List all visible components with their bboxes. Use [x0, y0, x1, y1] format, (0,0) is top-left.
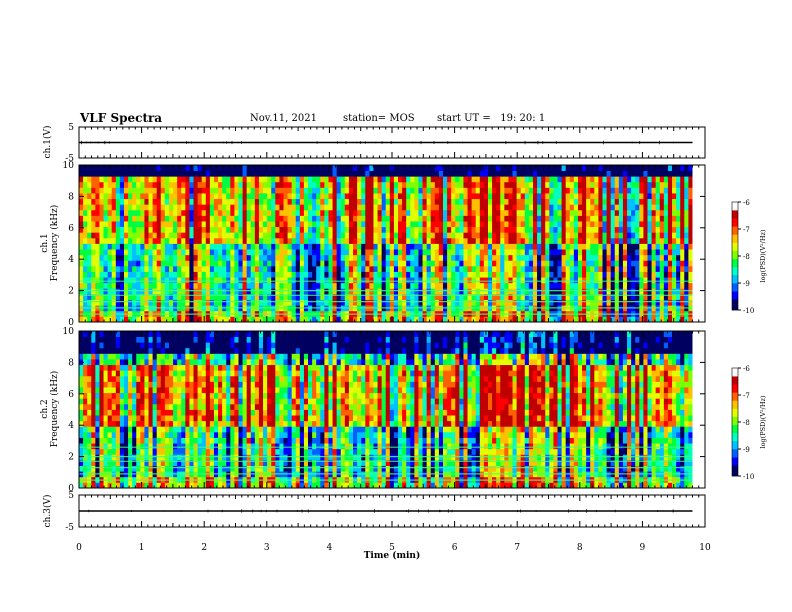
ytick-label-ch2: 0: [68, 484, 74, 494]
spectrogram-ch2: [79, 331, 705, 489]
colorbar-label: log(PSD)(V²/Hz): [759, 229, 767, 282]
ylabel-ch2-frequency: Frequency (kHz): [49, 371, 60, 448]
start-time-label: start UT = 19: 20: 1: [437, 113, 546, 124]
xtick-label: 10: [699, 543, 711, 553]
date-label: Nov.11, 2021: [250, 113, 317, 124]
ytick-label-ch3v: 5: [68, 491, 74, 501]
colorbar-tick-label: -8: [743, 419, 750, 427]
colorbar-tick-label: -10: [743, 473, 754, 481]
colorbar-tick-label: -7: [743, 226, 750, 234]
xtick-label: 7: [514, 543, 520, 553]
colorbar-tick-label: -6: [743, 199, 750, 207]
xtick-label: 2: [201, 543, 207, 553]
colorbar-tick-label: -6: [743, 365, 750, 373]
xtick-label: 9: [640, 543, 646, 553]
ytick-label-ch2: 8: [68, 358, 74, 368]
ytick-label-ch1: 0: [68, 318, 74, 328]
ytick-label-ch2: 10: [63, 327, 75, 337]
xtick-label: 8: [577, 543, 583, 553]
ytick-label-ch2: 4: [68, 421, 74, 431]
ytick-label-ch1: 6: [68, 224, 74, 234]
ytick-label-ch2: 2: [68, 453, 74, 463]
spectrogram-ch1: [79, 165, 705, 323]
ylabel-ch1v: ch.1(V): [42, 126, 53, 159]
colorbar-tick-label: -10: [743, 307, 754, 315]
colorbar-tick-label: -8: [743, 253, 750, 261]
figure-title: VLF Spectra: [80, 111, 163, 125]
colorbar-tick-label: -9: [743, 446, 750, 454]
colorbar-tick-label: -9: [743, 280, 750, 288]
ytick-label-ch1: 10: [63, 161, 75, 171]
ytick-label-ch1v: 5: [68, 123, 74, 133]
colorbar-label: log(PSD)(V²/Hz): [759, 395, 767, 448]
ylabel-ch1-channel: ch.1: [40, 233, 50, 252]
ylabel-ch2-channel: ch.2: [40, 399, 50, 418]
ytick-label-ch1: 4: [68, 255, 74, 265]
station-label: station= MOS: [343, 113, 415, 124]
xtick-label: 5: [389, 543, 395, 553]
colorbar-ch2: [731, 367, 741, 477]
colorbar-tick-label: -7: [743, 392, 750, 400]
ytick-label-ch2: 6: [68, 390, 74, 400]
xtick-label: 4: [327, 543, 333, 553]
ylabel-ch1-frequency: Frequency (kHz): [49, 205, 60, 282]
xtick-label: 0: [76, 543, 82, 553]
ytick-label-ch1: 8: [68, 192, 74, 202]
colorbar-ch1: [731, 201, 741, 311]
xtick-label: 1: [139, 543, 145, 553]
xtick-label: 3: [264, 543, 270, 553]
ylabel-ch3v: ch.3(V): [42, 495, 53, 528]
x-axis-label: Time (min): [364, 550, 421, 561]
ytick-label-ch1: 2: [68, 287, 74, 297]
ytick-label-ch3v: -5: [65, 523, 74, 533]
ytick-label-ch1v: -5: [65, 154, 74, 164]
xtick-label: 6: [452, 543, 458, 553]
